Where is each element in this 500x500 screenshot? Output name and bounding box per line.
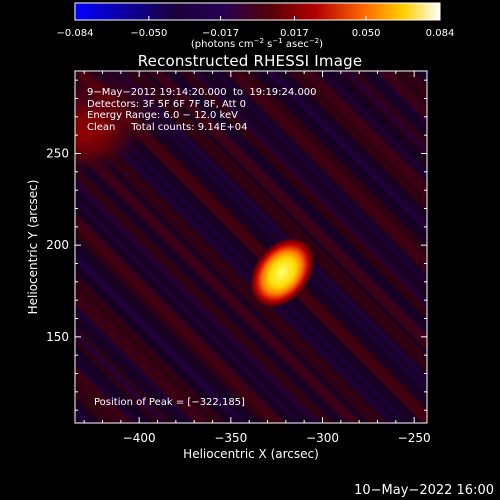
colorbar-tick-label: −0.017 <box>202 28 239 39</box>
colorbar-unit-sup2: −1 <box>272 37 282 45</box>
plot-frame <box>74 70 428 424</box>
colorbar-tick-label: −0.050 <box>130 28 167 39</box>
x-tick-label: −300 <box>306 431 339 445</box>
corner-emission-outer <box>75 71 176 168</box>
rhessi-image <box>75 71 427 423</box>
y-tick-label: 250 <box>46 147 69 161</box>
colorbar-unit-sup3: −2 <box>309 37 319 45</box>
colorbar-unit-mid2: asec <box>283 39 309 50</box>
y-tick-label: 200 <box>46 238 69 252</box>
x-axis-label: Heliocentric X (arcsec) <box>183 447 319 461</box>
axis-ticks: −400 −350 −300 −250 150 200 250 <box>46 71 431 445</box>
x-tick-label: −350 <box>214 431 247 445</box>
colorbar: −0.084 −0.050 −0.017 0.017 0.050 0.084 (photo… <box>56 2 454 50</box>
x-tick-label: −400 <box>123 431 156 445</box>
colorbar-ticks: −0.084 −0.050 −0.017 0.017 0.050 0.084 <box>56 16 454 39</box>
colorbar-unit-base: (photons cm <box>191 39 254 50</box>
colorbar-unit-sup1: −2 <box>254 37 264 45</box>
colorbar-tick-label: 0.017 <box>280 28 309 39</box>
colorbar-unit-mid: s <box>264 39 272 50</box>
colorbar-gradient <box>74 2 441 21</box>
colorbar-tick-label: 0.084 <box>426 28 455 39</box>
x-tick-label: −250 <box>398 431 431 445</box>
colorbar-tick-label: −0.084 <box>56 28 93 39</box>
colorbar-unit: (photons cm−2 s−1 asec−2) <box>191 37 323 50</box>
colorbar-unit-end: ) <box>319 39 323 50</box>
y-tick-label: 150 <box>46 330 69 344</box>
y-axis-label: Heliocentric Y (arcsec) <box>26 180 40 315</box>
peak-source <box>249 236 316 309</box>
colorbar-tick-label: 0.050 <box>352 28 381 39</box>
